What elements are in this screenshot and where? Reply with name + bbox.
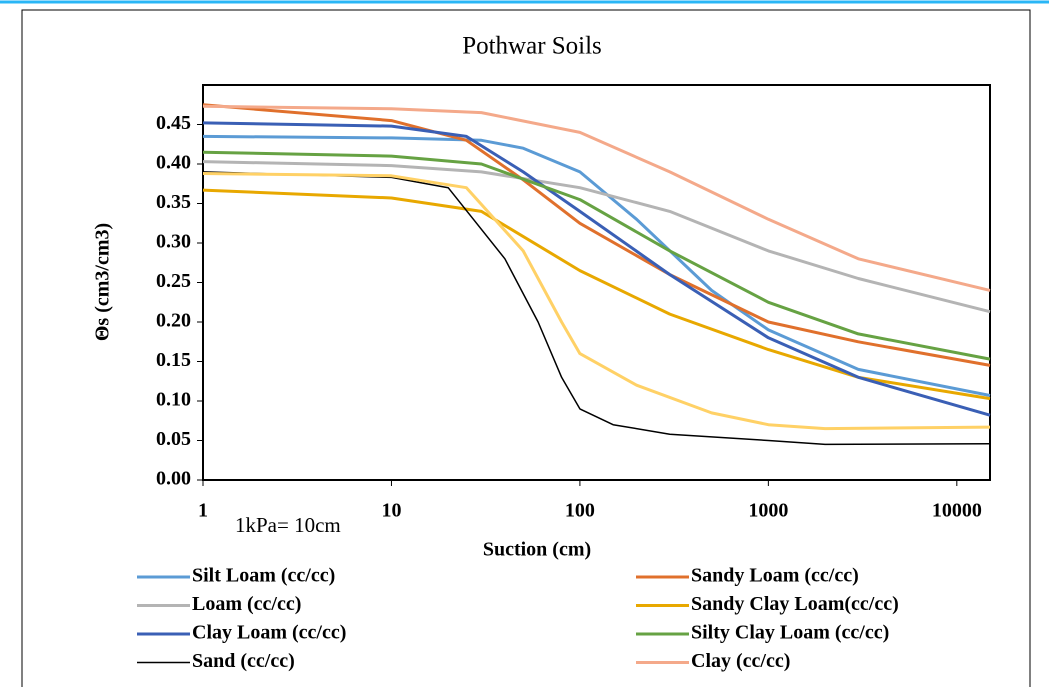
legend-label: Clay (cc/cc) [691, 650, 790, 672]
x-tick-label: 100 [565, 500, 595, 522]
x-tick-label: 10000 [932, 500, 982, 522]
legend-label: Sandy Clay Loam(cc/cc) [691, 593, 899, 615]
series-line [202, 104, 991, 292]
series-line [202, 172, 991, 431]
x-tick-label: 10 [381, 500, 401, 522]
x-tick-label: 1000 [748, 500, 788, 522]
legend-label: Sandy Loam (cc/cc) [691, 565, 859, 587]
y-tick-label: 0.05 [156, 428, 191, 450]
y-axis-title: Θs (cm3/cm3) [92, 223, 114, 341]
x-tick-label: 1 [198, 500, 208, 522]
series-line [202, 150, 991, 361]
y-tick-label: 0.20 [156, 310, 191, 332]
legend-label: Sand (cc/cc) [192, 650, 295, 672]
x-axis-title: Suction (cm) [483, 539, 591, 561]
series-line [202, 160, 991, 314]
legend-label: Silty Clay Loam (cc/cc) [691, 622, 889, 644]
series-line [202, 188, 991, 401]
chart-frame [21, 9, 1031, 687]
y-tick-label: 0.35 [156, 191, 191, 213]
legend-label: Clay Loam (cc/cc) [192, 622, 346, 644]
series-line [202, 121, 991, 417]
legend-label: Loam (cc/cc) [192, 593, 301, 615]
annotation: 1kPa= 10cm [235, 513, 341, 537]
chart-title: Pothwar Soils [462, 33, 602, 60]
series-line [202, 103, 991, 367]
y-tick-label: 0.10 [156, 389, 191, 411]
y-tick-label: 0.00 [156, 468, 191, 490]
y-tick-label: 0.30 [156, 231, 191, 253]
y-tick-label: 0.25 [156, 270, 191, 292]
y-tick-label: 0.15 [156, 349, 191, 371]
y-tick-label: 0.40 [156, 152, 191, 174]
legend-label: Silt Loam (cc/cc) [192, 565, 335, 587]
series-line [202, 171, 991, 446]
y-tick-label: 0.45 [156, 112, 191, 134]
